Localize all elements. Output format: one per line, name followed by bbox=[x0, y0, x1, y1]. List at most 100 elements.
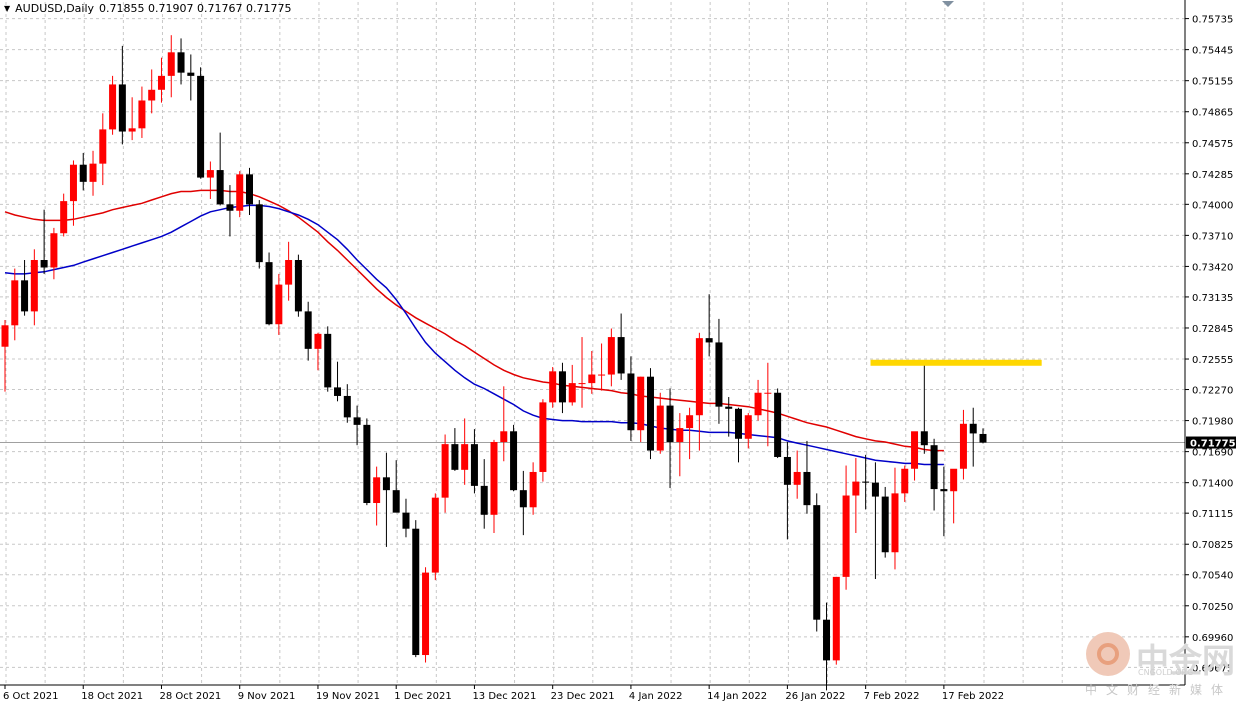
y-tick-label: 0.73710 bbox=[1192, 231, 1233, 242]
candle-up bbox=[598, 374, 606, 376]
candle-up bbox=[793, 471, 801, 485]
y-tick-label: 0.74865 bbox=[1192, 108, 1233, 119]
x-tick-label: 18 Oct 2021 bbox=[81, 691, 143, 702]
x-tick-label: 28 Oct 2021 bbox=[159, 691, 221, 702]
candle-up bbox=[950, 468, 958, 492]
resistance-zone bbox=[870, 359, 1042, 366]
candle-down bbox=[334, 387, 342, 396]
candle-up bbox=[764, 392, 772, 394]
candle-down bbox=[627, 373, 635, 431]
y-tick-label: 0.72555 bbox=[1192, 355, 1233, 366]
candle-down bbox=[265, 262, 273, 325]
candle-down bbox=[813, 505, 821, 620]
candle-down bbox=[353, 417, 361, 425]
candles bbox=[1, 35, 987, 691]
candle-up bbox=[60, 201, 68, 234]
candle-down bbox=[412, 528, 420, 656]
candle-up bbox=[607, 337, 615, 375]
candle-down bbox=[969, 423, 977, 434]
candle-up bbox=[744, 415, 752, 439]
ma-fast-line bbox=[4, 204, 944, 466]
candle-down bbox=[363, 424, 371, 504]
candle-down bbox=[402, 512, 410, 529]
triangle-down-icon[interactable]: ▼ bbox=[4, 4, 11, 13]
candle-up bbox=[461, 444, 469, 470]
candle-up bbox=[549, 371, 557, 403]
x-tick-label: 19 Nov 2021 bbox=[316, 691, 380, 702]
candle-up bbox=[206, 170, 214, 178]
candle-down bbox=[871, 482, 879, 497]
ohlc-values: 0.71855 0.71907 0.71767 0.71775 bbox=[99, 2, 292, 15]
y-tick-label: 0.70540 bbox=[1192, 571, 1233, 582]
candle-up bbox=[891, 493, 899, 553]
candle-down bbox=[881, 496, 889, 553]
candle-up bbox=[852, 481, 860, 496]
candle-up bbox=[656, 405, 664, 451]
y-tick-label: 0.73135 bbox=[1192, 293, 1233, 304]
current-price-tag bbox=[1186, 436, 1236, 449]
candle-up bbox=[89, 163, 97, 182]
y-tick-label: 0.70825 bbox=[1192, 540, 1233, 551]
candle-up bbox=[901, 468, 909, 494]
y-tick-label: 0.69960 bbox=[1192, 633, 1233, 644]
candle-down bbox=[979, 433, 987, 443]
candle-up bbox=[30, 259, 38, 312]
watermark-brand: 中金网 bbox=[1136, 641, 1235, 680]
scroll-marker bbox=[942, 1, 954, 7]
chart-grid bbox=[0, 2, 1185, 685]
y-tick-label: 0.70250 bbox=[1192, 602, 1233, 613]
candle-up bbox=[637, 376, 645, 431]
y-tick-label: 0.74575 bbox=[1192, 139, 1233, 150]
candle-up bbox=[148, 89, 156, 101]
y-tick-label: 0.72270 bbox=[1192, 386, 1233, 397]
candle-up bbox=[578, 383, 586, 385]
watermark-url: CNGOLD.ORG bbox=[1138, 668, 1194, 677]
candle-up bbox=[69, 164, 77, 202]
ma-slow-line bbox=[4, 189, 944, 452]
candle-up bbox=[832, 576, 840, 661]
y-tick-label: 0.69675 bbox=[1192, 663, 1233, 674]
candle-down bbox=[510, 431, 518, 491]
candle-up bbox=[128, 128, 136, 132]
candle-down bbox=[823, 619, 831, 661]
candle-down bbox=[735, 408, 742, 439]
candle-up bbox=[686, 415, 694, 429]
candle-down bbox=[304, 311, 312, 349]
candle-down bbox=[705, 338, 713, 343]
candle-down bbox=[255, 204, 263, 263]
candle-up bbox=[441, 444, 449, 498]
candle-down bbox=[451, 444, 459, 470]
candle-up bbox=[99, 129, 107, 164]
y-tick-label: 0.71400 bbox=[1192, 479, 1233, 490]
candle-down bbox=[21, 280, 29, 312]
candle-down bbox=[216, 170, 224, 205]
candle-up bbox=[676, 428, 684, 442]
candle-up bbox=[842, 495, 850, 577]
candle-down bbox=[343, 395, 351, 418]
x-tick-label: 9 Nov 2021 bbox=[238, 691, 296, 702]
candle-down bbox=[558, 371, 566, 403]
candle-up bbox=[568, 383, 576, 403]
candle-up bbox=[529, 471, 537, 508]
candle-down bbox=[920, 431, 928, 446]
candle-up bbox=[275, 284, 283, 325]
y-axis-ticks: 0.75735 0.75445 0.75155 0.74865 0.74575 0.742… bbox=[1185, 15, 1233, 674]
symbol-label: AUDUSD,Daily bbox=[15, 2, 95, 15]
y-tick-label: 0.75155 bbox=[1192, 77, 1233, 88]
y-tick-label: 0.74285 bbox=[1192, 170, 1233, 181]
candle-up bbox=[959, 423, 967, 469]
candle-down bbox=[382, 477, 390, 491]
candle-down bbox=[177, 52, 185, 73]
x-axis-ticks: 6 Oct 2021 18 Oct 2021 28 Oct 2021 9 Nov 20… bbox=[3, 685, 1004, 702]
candle-up bbox=[695, 338, 703, 416]
candle-down bbox=[79, 164, 87, 182]
watermark-tagline: 中文财经新媒体 bbox=[1085, 683, 1233, 697]
candle-up bbox=[236, 174, 244, 211]
candle-down bbox=[470, 444, 478, 486]
y-tick-label: 0.75735 bbox=[1192, 15, 1233, 26]
candle-down bbox=[803, 471, 811, 506]
candle-down bbox=[392, 490, 400, 513]
x-tick-label: 14 Jan 2022 bbox=[707, 691, 767, 702]
x-tick-label: 26 Jan 2022 bbox=[785, 691, 845, 702]
